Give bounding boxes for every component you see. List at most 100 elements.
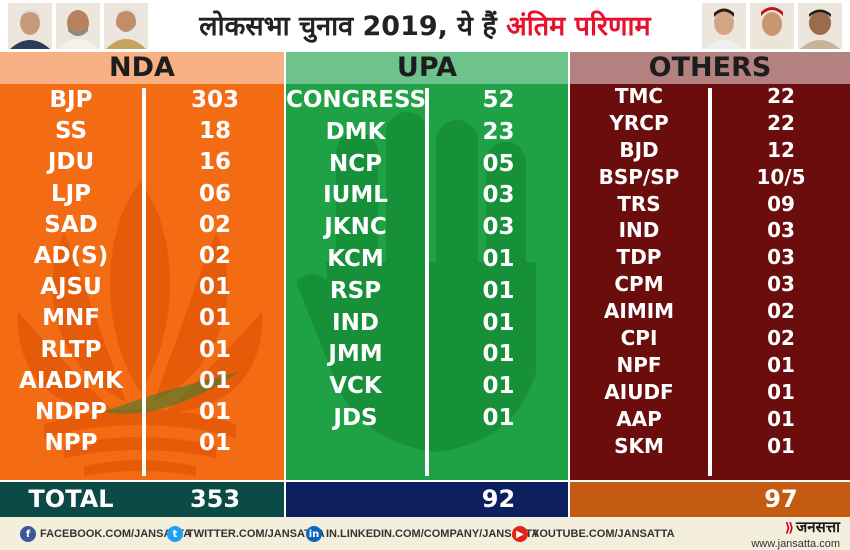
table-row: AIADMK 01 xyxy=(0,366,284,397)
seat-count: 22 xyxy=(767,84,795,108)
table-row: CPM 03 xyxy=(570,271,850,298)
party-name: MNF xyxy=(42,305,100,332)
upa-total-value: 92 xyxy=(481,485,516,513)
party-name: CPM xyxy=(614,272,664,297)
seat-count: 01 xyxy=(482,245,515,272)
facebook-icon: f xyxy=(20,526,36,542)
seat-count: 02 xyxy=(767,326,795,351)
nda-leader-portraits xyxy=(8,3,148,49)
seat-count: 01 xyxy=(767,352,795,377)
party-name: YRCP xyxy=(609,110,669,135)
party-name: KCM xyxy=(327,245,384,272)
youtube-link[interactable]: ▶ YOUTUBE.COM/JANSATTA xyxy=(512,526,675,542)
party-name: AIMIM xyxy=(603,299,675,324)
party-name: RLTP xyxy=(40,336,102,363)
party-name: SKM xyxy=(614,433,664,458)
party-name: TDP xyxy=(616,245,662,270)
leader-portrait-6 xyxy=(798,3,842,49)
party-name: DMK xyxy=(325,118,386,145)
brand-logo: ⟫ जनसत्ता www.jansatta.com xyxy=(751,518,840,550)
brand-mark-icon: ⟫ xyxy=(784,521,795,536)
seat-count: 22 xyxy=(767,110,795,135)
party-name: BJD xyxy=(619,137,659,162)
seat-count: 01 xyxy=(767,379,795,404)
seat-count: 05 xyxy=(482,150,515,177)
party-name: BSP/SP xyxy=(598,164,680,189)
table-row: JMM 01 xyxy=(286,339,568,371)
table-row: NCP 05 xyxy=(286,149,568,181)
party-name: AIADMK xyxy=(19,367,123,394)
linkedin-icon: in xyxy=(306,526,322,542)
table-row: IND 01 xyxy=(286,308,568,340)
nda-divider xyxy=(142,88,146,476)
seat-count: 03 xyxy=(767,218,795,243)
seat-count: 52 xyxy=(482,87,515,113)
table-row: JDS 01 xyxy=(286,403,568,435)
nda-column: NDA BJP 303 SS 18 JDU 16 LJP 06 SAD 02 AD(S) 0… xyxy=(0,52,284,480)
seat-count: 303 xyxy=(190,87,239,113)
upa-heading: UPA xyxy=(286,52,568,84)
seat-count: 10/5 xyxy=(756,164,806,189)
table-row: IUML 03 xyxy=(286,180,568,212)
party-name: NDPP xyxy=(34,398,108,425)
brand-url: www.jansatta.com xyxy=(751,538,840,550)
table-row: AD(S) 02 xyxy=(0,241,284,272)
seat-count: 06 xyxy=(198,180,231,207)
table-row: JKNC 03 xyxy=(286,212,568,244)
twitter-link[interactable]: t TWITTER.COM/JANSATTA xyxy=(167,526,325,542)
table-row: SKM 01 xyxy=(570,433,850,460)
table-row: YRCP 22 xyxy=(570,110,850,137)
table-row: NDPP 01 xyxy=(0,397,284,428)
header: लोकसभा चुनाव 2019, ये हैं अंतिम परिणाम xyxy=(0,0,850,52)
others-heading: OTHERS xyxy=(570,52,850,84)
table-row: RSP 01 xyxy=(286,276,568,308)
party-name: AD(S) xyxy=(33,242,109,269)
table-row: RLTP 01 xyxy=(0,335,284,366)
seat-count: 01 xyxy=(482,341,515,368)
others-column: OTHERS TMC 22 YRCP 22 BJD 12 BSP/SP 10/5 TRS… xyxy=(570,52,850,480)
upa-party-list: CONGRESS 52 DMK 23 NCP 05 IUML 03 JKNC 03 KCM… xyxy=(286,85,568,435)
party-name: IUML xyxy=(323,182,388,209)
seat-count: 03 xyxy=(767,245,795,270)
party-name: JKNC xyxy=(324,214,387,241)
seat-count: 01 xyxy=(198,398,231,425)
party-name: SS xyxy=(54,118,88,145)
leader-portrait-5 xyxy=(750,3,794,49)
party-name: IND xyxy=(332,309,379,336)
nda-party-list: BJP 303 SS 18 JDU 16 LJP 06 SAD 02 AD(S) 02 AJ… xyxy=(0,85,284,459)
twitter-icon: t xyxy=(167,526,183,542)
seat-count: 01 xyxy=(482,309,515,336)
party-name: NCP xyxy=(329,150,382,177)
others-party-list: TMC 22 YRCP 22 BJD 12 BSP/SP 10/5 TRS 09 IND 0… xyxy=(570,83,850,459)
seat-count: 16 xyxy=(198,149,231,176)
seat-count: 01 xyxy=(198,367,231,394)
leader-portrait-3 xyxy=(104,3,148,49)
seat-count: 03 xyxy=(767,272,795,297)
table-row: BJD 12 xyxy=(570,137,850,164)
party-name: SAD xyxy=(44,211,98,238)
brand-name: जनसत्ता xyxy=(796,518,840,536)
nda-total-bar: TOTAL 353 xyxy=(0,482,284,517)
party-name: JDS xyxy=(333,404,378,431)
seat-count: 01 xyxy=(482,404,515,431)
seat-count: 02 xyxy=(198,211,231,238)
table-row: BSP/SP 10/5 xyxy=(570,164,850,191)
leader-portrait-4 xyxy=(702,3,746,49)
party-name: NPP xyxy=(44,430,98,457)
table-row: NPF 01 xyxy=(570,352,850,379)
party-name: VCK xyxy=(329,373,382,400)
leader-portrait-1 xyxy=(8,3,52,49)
linkedin-link[interactable]: in IN.LINKEDIN.COM/COMPANY/JANSATTA xyxy=(306,526,539,542)
leader-portrait-2 xyxy=(56,3,100,49)
facebook-link[interactable]: f FACEBOOK.COM/JANSATTA xyxy=(20,526,191,542)
nda-heading: NDA xyxy=(0,52,284,84)
table-row: AJSU 01 xyxy=(0,272,284,303)
table-row: AIMIM 02 xyxy=(570,298,850,325)
party-name: TRS xyxy=(617,191,661,216)
seat-count: 02 xyxy=(767,299,795,324)
seat-count: 01 xyxy=(482,277,515,304)
others-total-value: 97 xyxy=(764,485,798,513)
opposition-leader-portraits xyxy=(702,3,842,49)
seat-count: 09 xyxy=(767,191,795,216)
upa-column: UPA CONGRESS 52 DMK 23 NCP 05 IUML 03 JKNC 03… xyxy=(286,52,568,480)
